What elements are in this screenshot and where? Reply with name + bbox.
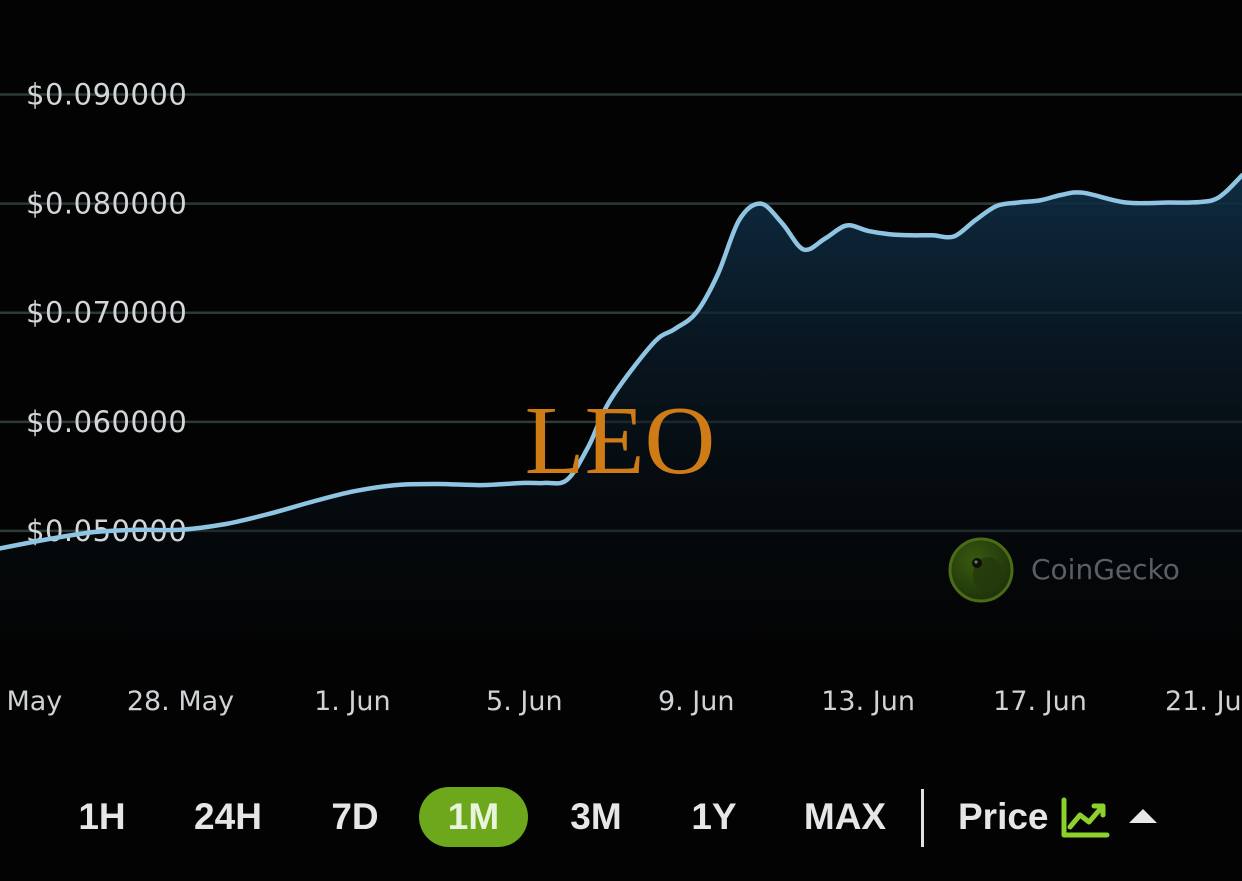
y-axis: $0.090000$0.080000$0.070000$0.060000$0.0… (26, 78, 187, 548)
y-tick-label: $0.070000 (26, 296, 187, 330)
range-7d-button[interactable]: 7D (331, 796, 379, 837)
range-controls: 1H 24H 7D 1M 3M 1Y MAX Price (0, 785, 1242, 849)
range-24h-button[interactable]: 24H (194, 796, 262, 837)
range-1y-button[interactable]: 1Y (691, 796, 737, 837)
series-label: LEO (525, 387, 716, 495)
price-area (0, 175, 1242, 641)
range-3m-button[interactable]: 3M (570, 796, 622, 837)
x-tick-label: 21. Jun (1165, 686, 1242, 717)
line-chart-icon[interactable] (1060, 797, 1110, 839)
x-tick-label: 13. Jun (821, 686, 915, 717)
controls-divider (921, 789, 924, 847)
y-tick-label: $0.060000 (26, 405, 187, 439)
x-tick-label: 17. Jun (993, 686, 1087, 717)
x-tick-label: 24. May (0, 686, 62, 717)
range-1h-button[interactable]: 1H (78, 796, 126, 837)
range-max-button[interactable]: MAX (803, 796, 887, 837)
watermark-text: CoinGecko (1031, 553, 1180, 586)
price-toggle-label[interactable]: Price (958, 796, 1049, 837)
coingecko-watermark: CoinGecko (948, 537, 1180, 603)
y-tick-label: $0.080000 (26, 187, 187, 221)
caret-up-icon[interactable] (1126, 806, 1160, 826)
x-tick-label: 5. Jun (486, 686, 563, 717)
range-1m-button[interactable]: 1M (419, 787, 528, 847)
x-tick-label: 1. Jun (314, 686, 391, 717)
x-tick-label: 9. Jun (658, 686, 735, 717)
x-tick-label: 28. May (127, 686, 234, 717)
y-tick-label: $0.090000 (26, 78, 187, 112)
price-line (0, 173, 1242, 551)
x-axis: 24. May 28. May 1. Jun 5. Jun 9. Jun 13. Jun 1… (0, 686, 1242, 717)
gecko-icon (948, 537, 1014, 603)
